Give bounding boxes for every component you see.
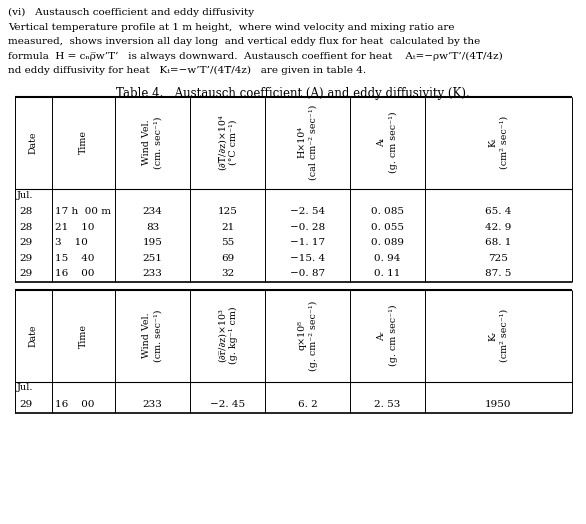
Text: 29: 29 (19, 254, 32, 263)
Text: (∂r̅/∂z)×10³
(g. kg⁻¹ cm): (∂r̅/∂z)×10³ (g. kg⁻¹ cm) (217, 307, 238, 364)
Text: 16    00: 16 00 (55, 400, 94, 409)
Text: 28: 28 (19, 208, 32, 216)
Text: −15. 4: −15. 4 (290, 254, 325, 263)
Text: 0. 11: 0. 11 (374, 269, 401, 278)
Text: −2. 54: −2. 54 (290, 208, 325, 216)
Text: Aₜ
(g. cm sec⁻¹): Aₜ (g. cm sec⁻¹) (377, 112, 398, 173)
Text: 0. 089: 0. 089 (371, 238, 404, 247)
Text: 21    10: 21 10 (55, 223, 94, 232)
Text: 0. 94: 0. 94 (374, 254, 401, 263)
Text: Wind Vel.
(cm. sec⁻¹): Wind Vel. (cm. sec⁻¹) (142, 116, 162, 169)
Text: −0. 28: −0. 28 (290, 223, 325, 232)
Text: 1950: 1950 (485, 400, 512, 409)
Text: q×10⁸
(g. cm⁻² sec⁻¹): q×10⁸ (g. cm⁻² sec⁻¹) (297, 300, 318, 370)
Text: 87. 5: 87. 5 (485, 269, 512, 278)
Text: Jul.: Jul. (17, 384, 33, 392)
Text: 29: 29 (19, 238, 32, 247)
Text: 6. 2: 6. 2 (298, 400, 318, 409)
Text: 2. 53: 2. 53 (374, 400, 401, 409)
Text: 125: 125 (217, 208, 237, 216)
Text: formula  H = cₙρ̅w’T’   is always downward.  Austausch coeffient for heat    Aₜ=: formula H = cₙρ̅w’T’ is always downward.… (8, 51, 503, 61)
Text: 42. 9: 42. 9 (485, 223, 512, 232)
Text: Date: Date (29, 131, 38, 154)
Text: Vertical temperature profile at 1 m height,  where wind velocity and mixing rati: Vertical temperature profile at 1 m heig… (8, 23, 455, 31)
Text: Time: Time (79, 323, 88, 347)
Text: 0. 055: 0. 055 (371, 223, 404, 232)
Text: 55: 55 (221, 238, 234, 247)
Text: −0. 87: −0. 87 (290, 269, 325, 278)
Text: 68. 1: 68. 1 (485, 238, 512, 247)
Text: Table 4.   Austausch coefficient (A) and eddy diffusivity (K).: Table 4. Austausch coefficient (A) and e… (116, 86, 470, 100)
Text: 3    10: 3 10 (55, 238, 88, 247)
Text: 0. 085: 0. 085 (371, 208, 404, 216)
Text: (vi)   Austausch coefficient and eddy diffusivity: (vi) Austausch coefficient and eddy diff… (8, 8, 254, 17)
Text: Kₜ
(cm² sec⁻¹): Kₜ (cm² sec⁻¹) (489, 116, 509, 169)
Text: 29: 29 (19, 269, 32, 278)
Text: 16    00: 16 00 (55, 269, 94, 278)
Text: 234: 234 (142, 208, 162, 216)
Text: Wind Vel.
(cm. sec⁻¹): Wind Vel. (cm. sec⁻¹) (142, 309, 162, 362)
Text: H×10⁴
(cal cm⁻² sec⁻¹): H×10⁴ (cal cm⁻² sec⁻¹) (298, 105, 318, 180)
Text: −2. 45: −2. 45 (210, 400, 245, 409)
Text: 15    40: 15 40 (55, 254, 94, 263)
Text: measured,  shows inversion all day long  and vertical eddy flux for heat  calcul: measured, shows inversion all day long a… (8, 37, 481, 46)
Text: 83: 83 (146, 223, 159, 232)
Text: 29: 29 (19, 400, 32, 409)
Text: 233: 233 (142, 400, 162, 409)
Text: Date: Date (29, 324, 38, 347)
Text: 65. 4: 65. 4 (485, 208, 512, 216)
Text: 28: 28 (19, 223, 32, 232)
Text: 251: 251 (142, 254, 162, 263)
Text: 69: 69 (221, 254, 234, 263)
Text: Jul.: Jul. (17, 191, 33, 200)
Text: −1. 17: −1. 17 (290, 238, 325, 247)
Text: Aᵣ
(g. cm sec⁻¹): Aᵣ (g. cm sec⁻¹) (377, 304, 398, 366)
Text: Time: Time (79, 130, 88, 155)
Text: 233: 233 (142, 269, 162, 278)
Text: 17 h  00 m: 17 h 00 m (55, 208, 111, 216)
Text: 195: 195 (142, 238, 162, 247)
Text: (∂T̅/∂z)×10⁴
(°C cm⁻¹): (∂T̅/∂z)×10⁴ (°C cm⁻¹) (217, 115, 237, 170)
Text: nd eddy diffusivity for heat   Kₜ=−w’T’/(4T̅/4z)   are given in table 4.: nd eddy diffusivity for heat Kₜ=−w’T’/(4… (8, 66, 366, 75)
Text: 32: 32 (221, 269, 234, 278)
Text: 21: 21 (221, 223, 234, 232)
Text: Kᵣ
(cm² sec⁻¹): Kᵣ (cm² sec⁻¹) (489, 309, 509, 362)
Text: 725: 725 (489, 254, 509, 263)
